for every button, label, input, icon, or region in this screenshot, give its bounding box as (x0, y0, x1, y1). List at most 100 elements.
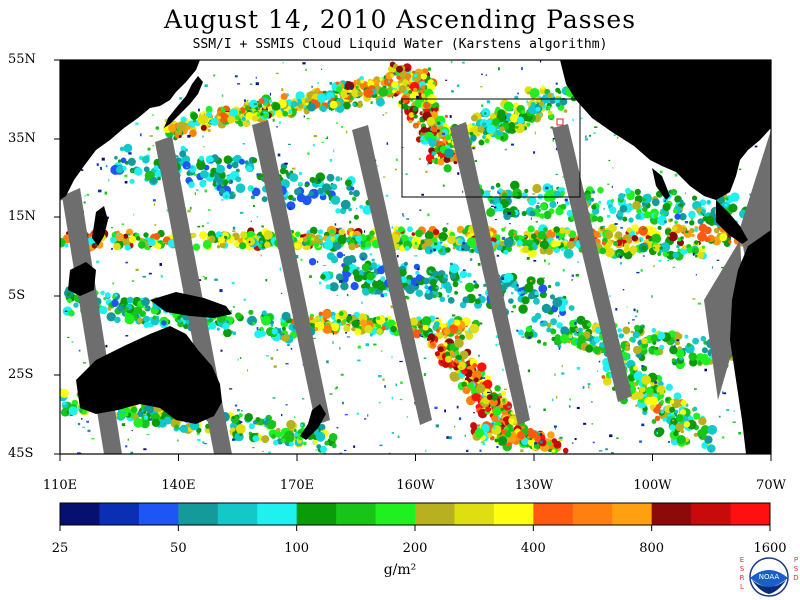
cloud-cell (235, 176, 242, 183)
cloud-cell (307, 102, 316, 112)
cloud-cell (361, 263, 371, 272)
cloud-cell (602, 364, 611, 373)
cloud-cell (527, 196, 537, 206)
cloud-speck (451, 90, 454, 93)
colorbar-swatch (257, 503, 298, 525)
cloud-cell (507, 413, 511, 417)
cloud-cell (320, 274, 326, 280)
cloud-cell (368, 267, 373, 271)
cloud-cell (320, 317, 324, 321)
cloud-speck (237, 409, 240, 412)
cloud-cell (444, 351, 451, 357)
cloud-speck (321, 68, 323, 70)
cloud-speck (492, 426, 496, 429)
cloud-speck (500, 122, 502, 124)
cloud-speck (710, 450, 712, 453)
cloud-cell (408, 119, 413, 124)
cloud-cell (528, 429, 538, 439)
cloud-cell (237, 237, 244, 243)
cloud-cell (462, 385, 471, 395)
cloud-speck (276, 126, 278, 128)
cloud-speck (158, 321, 161, 323)
cloud-cell (347, 315, 353, 321)
cloud-speck (82, 362, 87, 364)
cloud-cell (273, 439, 279, 446)
cloud-cell (126, 296, 134, 304)
cloud-speck (485, 74, 487, 76)
cloud-speck (502, 368, 504, 371)
cloud-cell (564, 228, 571, 235)
cloud-cell (611, 239, 615, 243)
cloud-cell (364, 240, 372, 248)
cloud-cell (626, 227, 632, 233)
cloud-speck (529, 280, 533, 282)
cloud-cell (604, 230, 614, 239)
cloud-cell (280, 93, 288, 101)
cloud-speck (341, 126, 343, 128)
cloud-speck (334, 109, 337, 112)
cloud-cell (595, 326, 602, 334)
lon-label: 70W (756, 478, 786, 493)
cloud-cell (513, 235, 520, 241)
cloud-speck (585, 135, 587, 138)
cloud-speck (547, 105, 551, 109)
cloud-cell (408, 112, 415, 118)
cloud-cell (279, 167, 287, 175)
cloud-cell (568, 334, 573, 338)
cloud-cell (467, 382, 475, 389)
cloud-cell (516, 116, 525, 124)
cloud-cell (694, 228, 699, 232)
cloud-speck (433, 248, 436, 251)
cloud-cell (653, 406, 661, 414)
cloud-speck (246, 99, 249, 102)
cloud-cell (295, 231, 301, 237)
cloud-cell (403, 261, 408, 266)
cloud-speck (128, 152, 132, 155)
cloud-cell (473, 283, 480, 289)
cloud-cell (413, 73, 418, 78)
cloud-cell (333, 241, 342, 250)
cloud-speck (141, 157, 143, 160)
colorbar-tick-label: 50 (170, 541, 187, 556)
cloud-cell (138, 241, 146, 249)
lon-label: 130W (514, 478, 554, 493)
cloud-cell (538, 101, 545, 107)
cloud-speck (450, 352, 452, 355)
cloud-cell (423, 277, 430, 285)
cloud-speck (674, 404, 679, 408)
cloud-speck (479, 449, 482, 452)
cloud-cell (337, 234, 347, 245)
cloud-speck (246, 120, 249, 123)
cloud-speck (481, 441, 485, 443)
cloud-cell (628, 217, 634, 223)
cloud-speck (391, 432, 394, 434)
cloud-speck (277, 153, 281, 157)
cloud-cell (231, 161, 239, 169)
cloud-cell (176, 128, 180, 132)
cloud-cell (625, 187, 631, 194)
cloud-cell (648, 237, 653, 242)
cloud-speck (626, 306, 628, 308)
cloud-cell (348, 255, 356, 263)
cloud-cell (252, 321, 256, 326)
cloud-speck (542, 277, 545, 279)
cloud-cell (503, 426, 508, 431)
cloud-speck (511, 292, 514, 295)
cloud-speck (515, 126, 519, 129)
cloud-cell (408, 90, 413, 94)
cloud-cell (692, 406, 698, 412)
cloud-cell (189, 129, 197, 137)
cloud-cell (258, 103, 263, 109)
cloud-cell (350, 282, 359, 291)
cloud-cell (217, 110, 221, 114)
cloud-cell (677, 248, 681, 252)
cloud-cell (597, 186, 604, 194)
cloud-cell (482, 190, 491, 198)
cloud-cell (219, 113, 229, 123)
cloud-speck (125, 335, 129, 337)
cloud-speck (607, 183, 610, 185)
cloud-speck (605, 448, 608, 451)
cloud-speck (430, 249, 432, 253)
cloud-cell (144, 305, 151, 312)
